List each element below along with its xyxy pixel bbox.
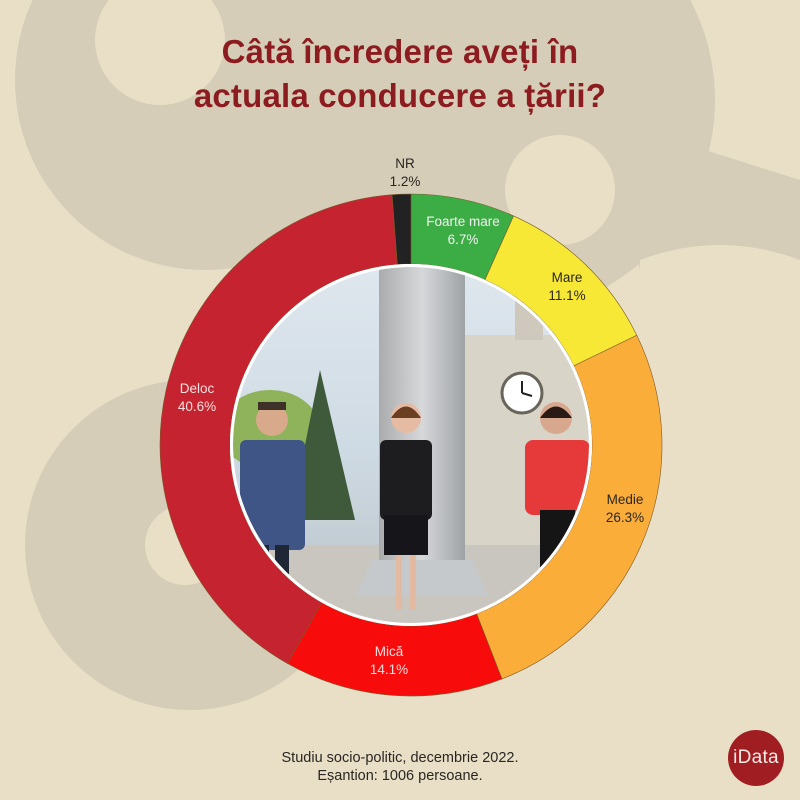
label-foarte-mare: Foarte mare 6.7% [403,213,523,249]
label-mica: Mică 14.1% [329,643,449,679]
source-note: Studiu socio-politic, decembrie 2022. Eș… [250,749,550,785]
label-deloc: Deloc 40.6% [137,380,257,416]
title-line-1: Câtă încredere aveți în [221,33,579,70]
segment-percent: 1.2% [389,174,421,189]
segment-name: Medie [606,492,644,507]
segment-percent: 14.1% [369,662,409,677]
donut-segments [159,193,663,697]
segment-percent: 26.3% [605,510,645,525]
label-nr: NR 1.2% [345,155,465,191]
segment-name: NR [395,156,415,171]
segment-name: Deloc [179,381,215,396]
center-photo [230,264,592,626]
idata-logo: iData [728,730,784,786]
segment-name: Mare [551,270,583,285]
segment-name: Foarte mare [426,214,500,229]
segment-percent: 40.6% [177,399,217,414]
chart-title: Câtă încredere aveți în actuala conducer… [0,30,800,118]
label-mare: Mare 11.1% [507,269,627,305]
source-line-2: Eșantion: 1006 persoane. [317,768,483,784]
title-line-2: actuala conducere a țării? [193,77,607,114]
label-medie: Medie 26.3% [565,491,685,527]
segment-name: Mică [374,644,404,659]
segment-percent: 6.7% [447,232,479,247]
source-line-1: Studiu socio-politic, decembrie 2022. [281,750,519,766]
segment-percent: 11.1% [548,288,586,303]
